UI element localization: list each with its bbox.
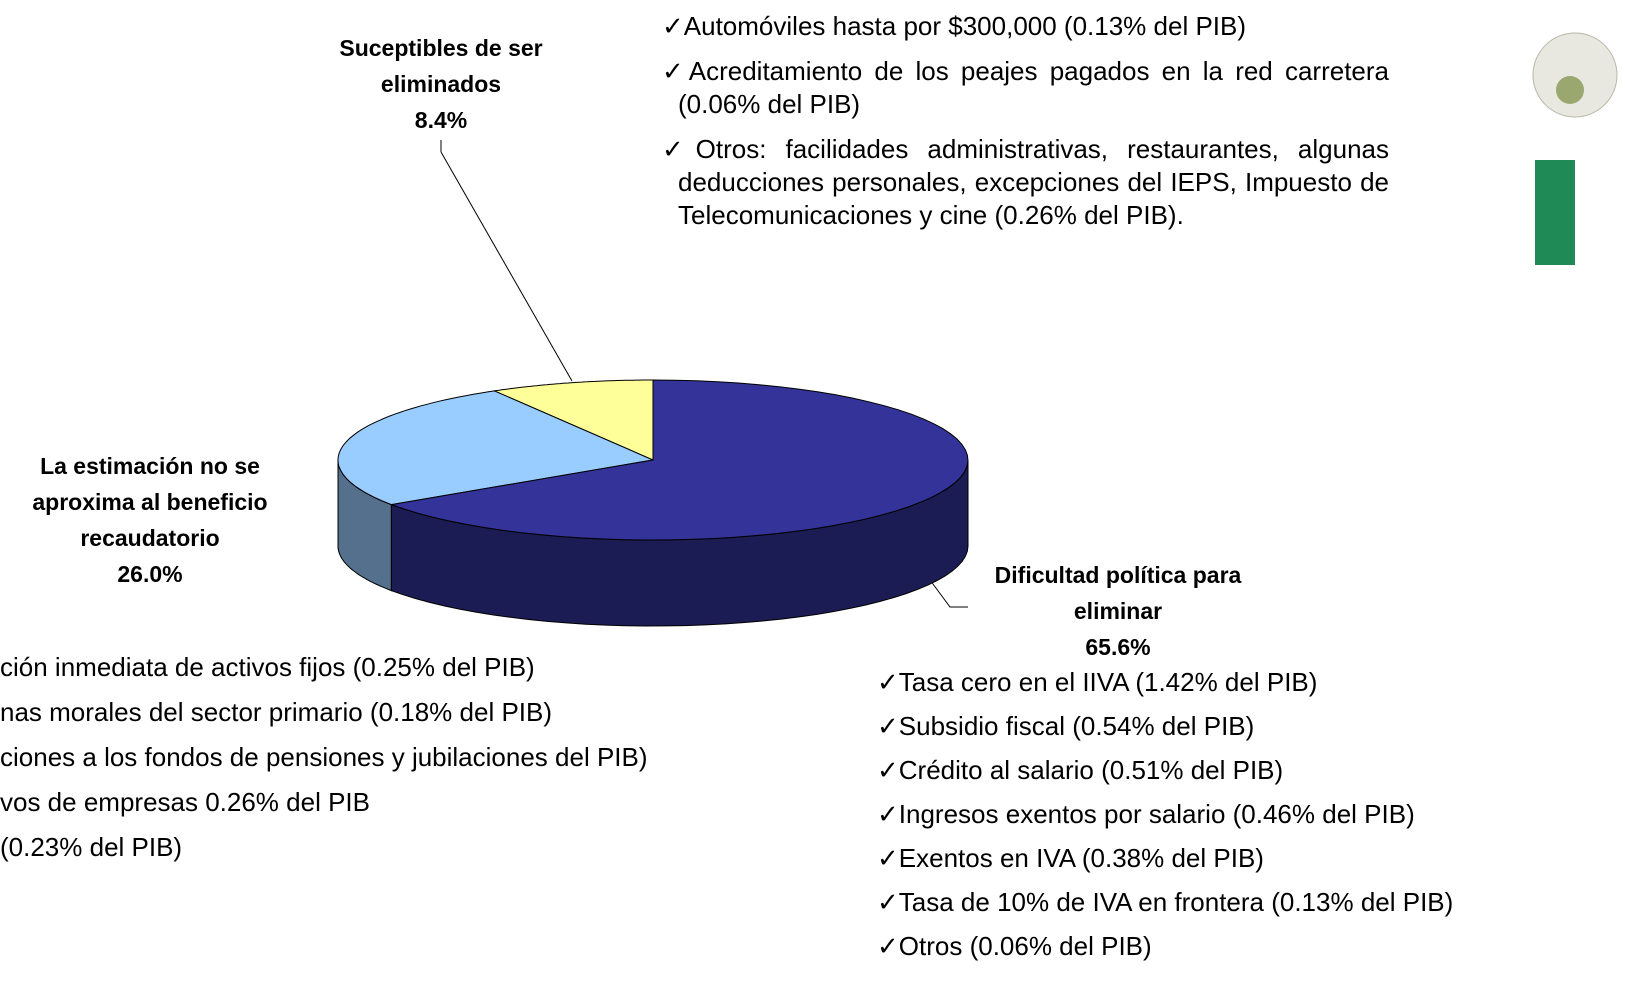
slice-label: La estimación no se aproxima al benefici…: [5, 448, 295, 592]
logo-band: [1535, 160, 1575, 265]
value-label: 65.6%: [1085, 634, 1151, 660]
pie-top: [337, 379, 969, 541]
slice-label: Dificultad política para eliminar 65.6%: [968, 557, 1268, 665]
bullet-item: ✓Crédito al salario (0.51% del PIB): [877, 755, 1284, 785]
bullet-item: ciones a los fondos de pensiones y jubil…: [0, 742, 648, 772]
bullet-list: ✓Automóviles hasta por $300,000 (0.13% d…: [662, 10, 1389, 244]
category-label: Dificultad política para eliminar: [994, 562, 1242, 624]
pie-slice: [337, 390, 655, 506]
bullet-item: ✓Tasa cero en el IIVA (1.42% del PIB): [877, 667, 1318, 697]
emblem: [1532, 32, 1618, 118]
bullet-item: ✓Ingresos exentos por salario (0.46% del…: [877, 799, 1415, 829]
bullet-list: ción inmediata de activos fijos (0.25% d…: [0, 651, 655, 876]
bullet-item: ✓Otros: facilidades administrativas, res…: [662, 134, 1389, 230]
bullet-item: vos de empresas 0.26% del PIB: [0, 787, 370, 817]
bullet-item: ción inmediata de activos fijos (0.25% d…: [0, 652, 535, 682]
bullet-item: ✓Tasa de 10% de IVA en frontera (0.13% d…: [877, 887, 1454, 917]
bullet-item: ✓Otros (0.06% del PIB): [877, 931, 1152, 961]
leader-line: [929, 579, 968, 608]
leader-line: [440, 151, 573, 382]
value-label: 8.4%: [414, 107, 468, 133]
bullet-item: (0.23% del PIB): [0, 832, 183, 862]
pie-sides: [337, 459, 969, 627]
bullet-item: ✓Acreditamiento de los peajes pagados en…: [662, 56, 1389, 119]
bullet-list: ✓Tasa cero en el IIVA (1.42% del PIB) ✓Su…: [877, 666, 1622, 974]
category-label: Suceptibles de ser eliminados: [339, 35, 543, 97]
pie-slice: [492, 379, 654, 461]
bullet-item: ✓Exentos en IVA (0.38% del PIB): [877, 843, 1264, 873]
bullet-item: ✓Subsidio fiscal (0.54% del PIB): [877, 711, 1255, 741]
category-label: La estimación no se aproxima al benefici…: [32, 453, 268, 551]
bullet-item: nas morales del sector primario (0.18% d…: [0, 697, 553, 727]
logo: [1532, 32, 1618, 265]
bullet-item: ✓Automóviles hasta por $300,000 (0.13% d…: [662, 11, 1247, 41]
slice-label: Suceptibles de ser eliminados 8.4%: [316, 30, 566, 138]
pie-slice: [391, 379, 969, 541]
value-label: 26.0%: [117, 561, 183, 587]
emblem-center: [1556, 76, 1584, 104]
